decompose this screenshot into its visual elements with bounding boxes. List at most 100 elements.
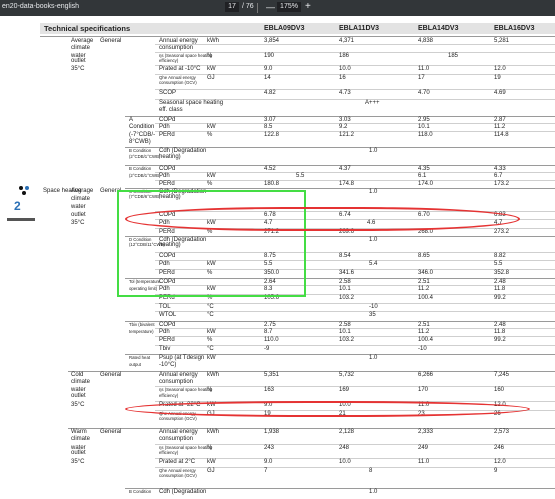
zoom-level-input[interactable]: 175%	[277, 2, 301, 12]
table-cell: consumption (GCV)	[159, 416, 197, 421]
table-cell: 190	[264, 53, 275, 59]
table-cell: efficiency)	[159, 450, 179, 455]
group-rule	[125, 321, 555, 322]
table-cell: 174.8	[339, 181, 355, 187]
row-rule	[155, 303, 555, 304]
table-cell: heating)	[159, 154, 181, 160]
table-cell: 114.8	[494, 132, 509, 138]
table-cell: 4.37	[339, 166, 351, 172]
table-cell: 103.2	[339, 337, 355, 343]
table-cell: 341.6	[339, 270, 355, 276]
table-cell: 11.2	[494, 124, 506, 130]
toolbar-divider	[257, 3, 258, 13]
row-rule	[155, 285, 555, 286]
table-cell: 5,351	[264, 372, 280, 378]
table-cell: 4,838	[418, 38, 434, 44]
row-rule	[155, 311, 555, 312]
page-number-input[interactable]: 17	[225, 2, 239, 12]
table-cell: 1.0	[369, 237, 378, 243]
table-cell: 352.8	[494, 270, 510, 276]
zoom-in-button[interactable]: +	[305, 1, 311, 12]
table-cell: B Condition	[129, 166, 152, 171]
table-cell: heating)	[159, 194, 181, 200]
document-title: en20-data-books-english	[2, 3, 80, 10]
table-cell: ηs (Seasonal space heating	[159, 387, 213, 392]
table-cell: (-7°CDB/-	[129, 132, 156, 138]
table-cell: 8.5	[264, 124, 273, 130]
table-cell: Qhe Annual energy	[159, 75, 196, 80]
table-cell: consumption	[159, 379, 194, 385]
table-cell: 8.82	[494, 253, 506, 259]
climate-label: 35°C	[71, 220, 85, 226]
table-cell: Prated at -10°C	[159, 66, 201, 72]
row-rule	[155, 252, 555, 253]
table-cell: SCOP	[159, 90, 177, 96]
table-cell: efficiency)	[159, 58, 179, 63]
table-cell: 4,371	[339, 38, 355, 44]
model-header: EBLA11DV3	[339, 25, 380, 32]
table-cell: 249	[418, 445, 429, 451]
table-cell: 269.6	[339, 229, 355, 235]
table-cell: 35°C	[71, 459, 85, 465]
table-cell: 16	[339, 75, 346, 81]
row-rule	[155, 65, 555, 66]
table-cell: kW	[207, 329, 216, 335]
model-header: EBLA14DV3	[418, 25, 459, 32]
table-cell: 8.3	[264, 286, 273, 292]
row-rule	[155, 219, 555, 220]
table-cell: 8	[369, 468, 373, 474]
row-rule	[155, 345, 555, 346]
table-cell: 185	[448, 53, 459, 59]
table-cell: 7,245	[494, 372, 510, 378]
table-cell: Annual energy	[159, 38, 198, 44]
table-cell: 2.58	[339, 279, 351, 285]
table-cell: 35	[369, 312, 376, 318]
table-cell: 4.73	[339, 90, 351, 96]
table-cell: (7°CDB/6°CWB)	[129, 194, 161, 199]
row-rule	[155, 467, 555, 468]
table-cell: Tbiv	[159, 346, 171, 352]
general-label: General	[100, 188, 122, 194]
header-rule	[40, 36, 555, 37]
table-cell: %	[207, 445, 213, 451]
table-cell: 122.8	[264, 132, 280, 138]
table-cell: 2.95	[418, 117, 430, 123]
table-cell: Cold	[71, 372, 84, 378]
table-header-bar	[40, 23, 555, 34]
table-cell: (12°CDB/11°CWB)	[129, 242, 165, 247]
table-cell: 35°C	[71, 66, 85, 72]
table-cell: 9.2	[339, 124, 348, 130]
table-cell: -10	[418, 346, 427, 352]
zoom-out-button[interactable]: —	[266, 2, 275, 12]
table-cell: 10.1	[339, 329, 351, 335]
table-cell: 5.4	[369, 261, 378, 267]
table-cell: kWh	[207, 38, 219, 44]
table-cell: 10.0	[339, 402, 351, 408]
table-cell: 10.0	[339, 459, 351, 465]
row-rule	[155, 74, 555, 75]
table-cell: 8.54	[339, 253, 351, 259]
table-cell: Warm	[71, 429, 87, 435]
table-cell: Pdh	[159, 173, 170, 179]
table-cell: PERd	[159, 132, 175, 138]
group-rule	[125, 116, 555, 117]
table-cell: consumption (GCV)	[159, 473, 197, 478]
table-cell: 5,281	[494, 38, 510, 44]
model-header: EBLA16DV3	[494, 25, 535, 32]
table-cell: %	[207, 229, 213, 235]
table-cell: 2.48	[494, 279, 506, 285]
table-cell: A	[129, 117, 134, 123]
table-cell: 10.0	[339, 66, 351, 72]
table-cell: WTOL	[159, 312, 177, 318]
table-cell: 180.8	[264, 181, 280, 187]
group-rule	[68, 371, 555, 372]
row-rule	[155, 260, 555, 261]
row-rule	[155, 123, 555, 124]
table-cell: 169	[339, 387, 350, 393]
table-cell: 9	[494, 468, 498, 474]
table-cell: 110.0	[264, 337, 279, 343]
table-cell: 11.0	[418, 459, 430, 465]
table-cell: -10	[369, 304, 378, 310]
table-cell: consumption	[159, 436, 194, 442]
table-cell: climate	[71, 379, 91, 385]
